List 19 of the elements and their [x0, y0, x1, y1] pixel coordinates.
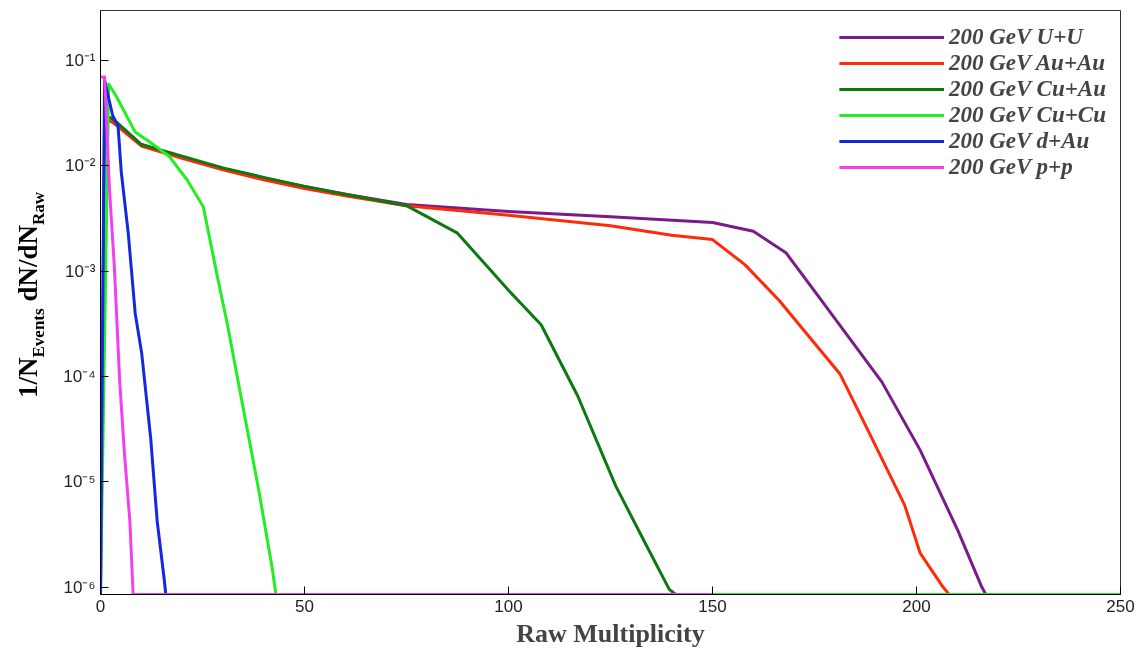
- x-tick-label: 250: [1106, 596, 1135, 616]
- y-tick-label: 10⁻¹: [64, 51, 96, 71]
- legend-label: 200 GeV Cu+Cu: [948, 102, 1106, 128]
- y-tick-label: 10⁻²: [64, 156, 96, 176]
- x-tick-label: 50: [295, 596, 314, 616]
- x-axis-title: Raw Multiplicity: [516, 618, 705, 648]
- y-tick-label: 10⁻³: [64, 261, 96, 281]
- legend-label: 200 GeV d+Au: [948, 128, 1090, 154]
- legend-label: 200 GeV p+p: [948, 154, 1073, 180]
- y-tick-label: 10⁻⁵: [63, 472, 96, 492]
- x-tick-label: 100: [494, 596, 523, 616]
- y-tick-label: 10⁻⁴: [63, 367, 96, 387]
- legend-label: 200 GeV U+U: [948, 24, 1083, 50]
- legend-label: 200 GeV Cu+Au: [948, 76, 1106, 102]
- x-tick-label: 0: [95, 596, 106, 616]
- x-tick-label: 150: [698, 596, 727, 616]
- legend-label: 200 GeV Au+Au: [948, 50, 1106, 76]
- x-tick-label: 200: [902, 596, 931, 616]
- y-tick-label: 10⁻⁶: [63, 577, 96, 597]
